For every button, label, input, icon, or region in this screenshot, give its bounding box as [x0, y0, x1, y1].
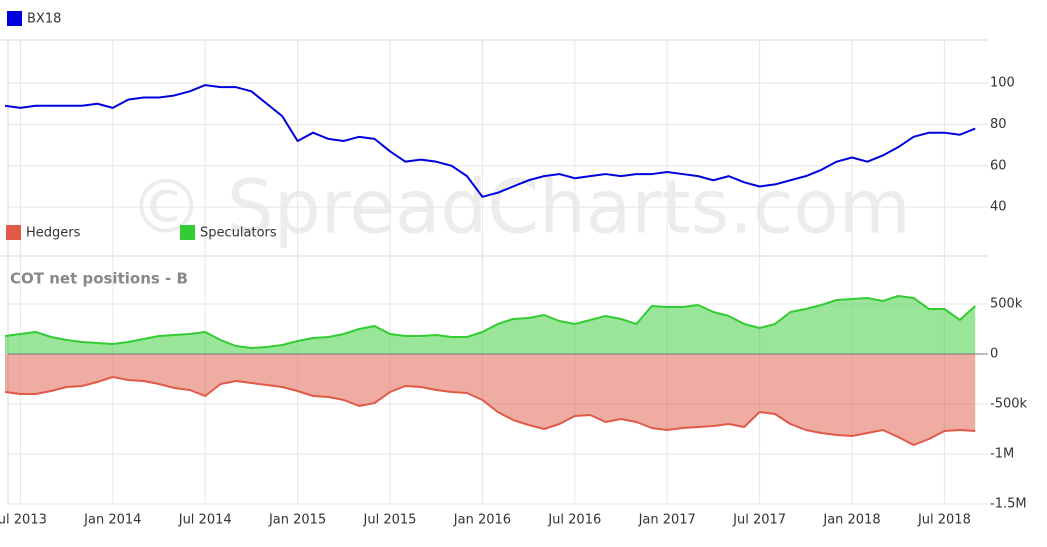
x-tick-label: Jul 2016: [547, 513, 601, 528]
area-line: [4, 376, 976, 446]
x-tick-label: Jan 2018: [822, 513, 880, 528]
area-fill: [5, 296, 976, 354]
area-line: [4, 295, 976, 349]
y-tick-label: -1.5M: [990, 497, 1027, 512]
y-tick-label: -500k: [990, 397, 1028, 412]
y-tick-label: -1M: [990, 447, 1014, 462]
y-tick-label: 500k: [990, 297, 1023, 312]
x-tick-label: Jan 2015: [268, 513, 326, 528]
x-tick-label: Jul 2018: [917, 513, 971, 528]
line: [4, 84, 976, 198]
y-tick-label: 0: [990, 347, 998, 362]
y-tick-label: 100: [990, 76, 1015, 91]
legend-swatch: [6, 225, 21, 240]
legend-swatch: [180, 225, 195, 240]
y-tick-label: 40: [990, 200, 1007, 215]
legend-label: Hedgers: [26, 226, 81, 241]
y-tick-label: 80: [990, 117, 1007, 132]
panel-title: COT net positions - B: [10, 270, 188, 288]
legend-label: Speculators: [200, 226, 277, 241]
x-tick-label: Jan 2014: [83, 513, 141, 528]
x-tick-label: Jul 2015: [363, 513, 417, 528]
area-fill: [5, 354, 976, 445]
legend-swatch: [7, 11, 22, 26]
x-tick-label: Jul 2013: [0, 513, 47, 528]
y-tick-label: 60: [990, 158, 1007, 173]
x-tick-label: Jul 2017: [732, 513, 786, 528]
x-tick-label: Jul 2014: [178, 513, 232, 528]
x-tick-label: Jan 2016: [453, 513, 511, 528]
x-tick-label: Jan 2017: [638, 513, 696, 528]
legend-label: BX18: [27, 12, 61, 27]
